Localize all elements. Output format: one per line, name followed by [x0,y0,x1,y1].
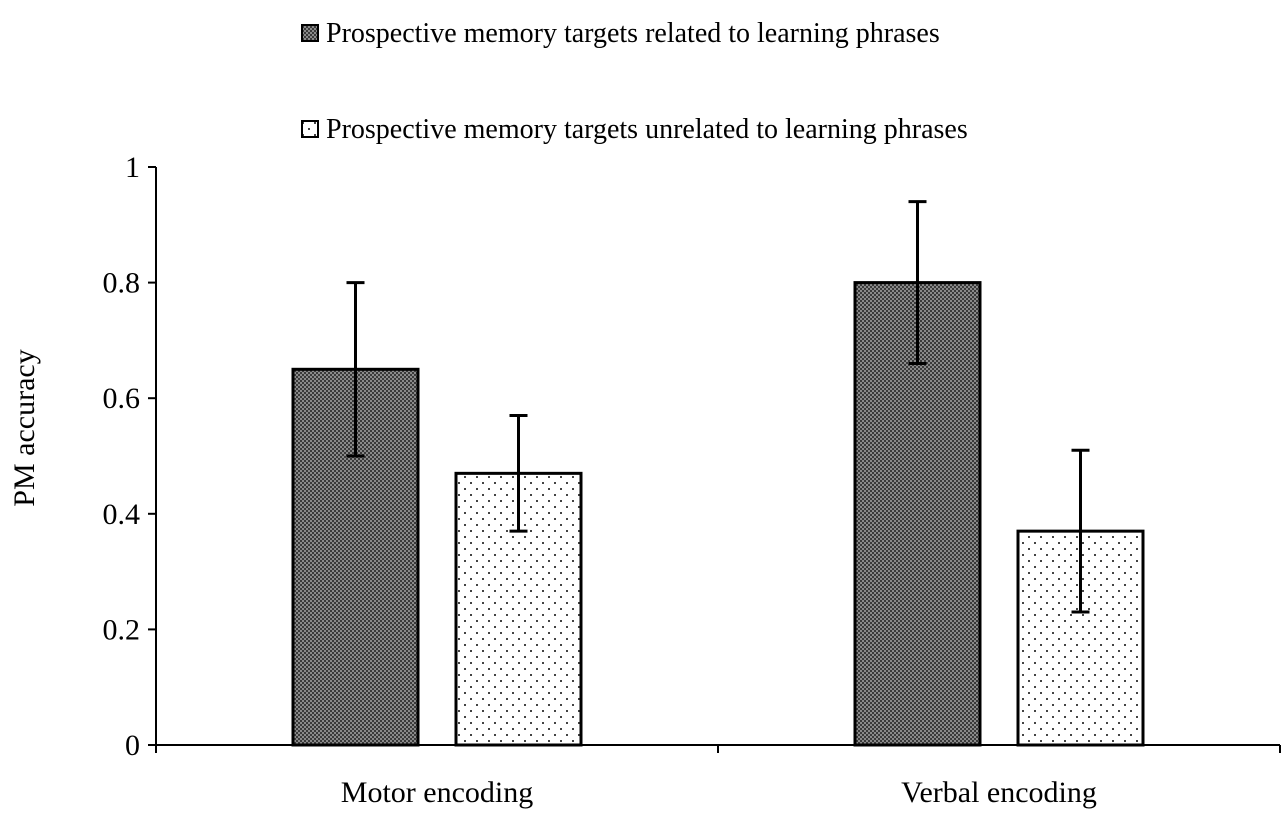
y-tick-label: 0 [125,729,140,762]
y-axis-label: PM accuracy [8,349,41,506]
legend-swatch-unrelated [301,120,319,138]
legend: Prospective memory targets related to le… [301,18,968,145]
y-tick-label: 0.4 [103,498,141,531]
legend-item-unrelated: Prospective memory targets unrelated to … [301,114,968,145]
x-tick-label: Verbal encoding [901,776,1097,809]
y-tick-label: 0.2 [103,613,141,646]
legend-item-related: Prospective memory targets related to le… [301,18,940,49]
y-tick-label: 0.8 [103,267,141,300]
legend-label-related: Prospective memory targets related to le… [326,18,940,49]
error-bars-group [346,200,1090,614]
y-tick-label: 1 [125,151,140,184]
bars-group [291,281,1145,747]
y-axis-ticks: 0 0.2 0.4 0.6 0.8 1 [103,151,156,762]
legend-label-unrelated: Prospective memory targets unrelated to … [326,114,968,145]
x-axis-ticks: Motor encoding Verbal encoding [155,745,1281,809]
x-tick-label: Motor encoding [341,776,533,809]
y-tick-label: 0.6 [103,382,141,415]
legend-swatch-related [301,24,319,42]
